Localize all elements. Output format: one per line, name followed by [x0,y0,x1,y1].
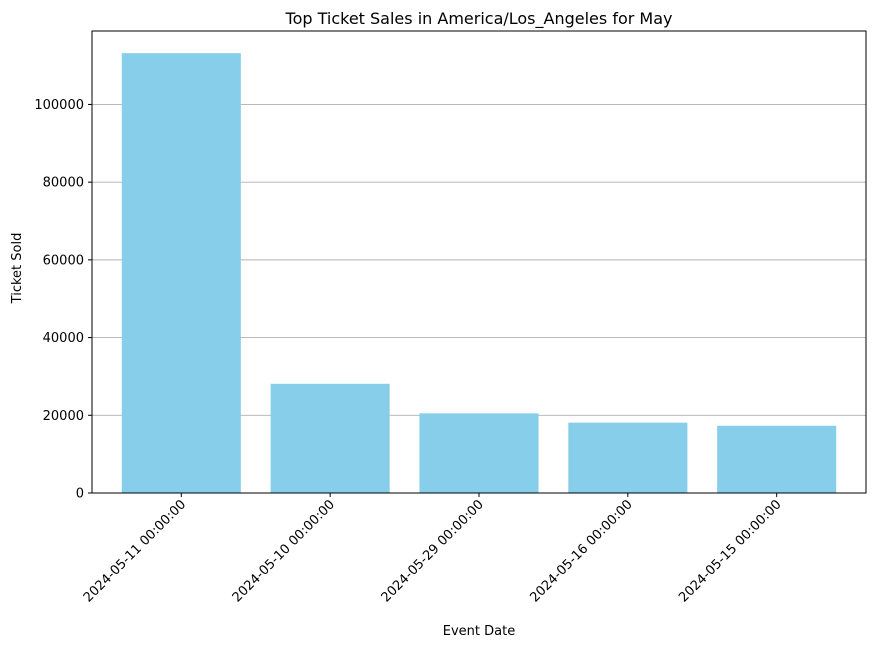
y-tick-label: 20000 [43,409,84,424]
bars [121,53,837,494]
y-tick-label: 100000 [34,98,84,113]
bar [419,413,539,493]
bar [568,422,688,493]
bar [270,383,390,493]
plot-frame [91,30,867,494]
y-axis-label: Ticket Sold [10,233,25,305]
chart-title: Top Ticket Sales in America/Los_Angeles … [285,9,673,29]
x-tick-label: 2024-05-16 00:00:00 [527,497,635,605]
x-tick-label: 2024-05-15 00:00:00 [676,497,784,605]
y-tick-label: 80000 [43,176,84,191]
x-tick-label: 2024-05-29 00:00:00 [379,497,487,605]
bar [121,53,241,494]
x-axis-label: Event Date [443,624,515,639]
y-tick-label: 0 [76,487,84,502]
y-tick-label: 40000 [43,331,84,346]
x-tick-label: 2024-05-10 00:00:00 [230,497,338,605]
bar [717,425,837,493]
x-axis-ticks: 2024-05-11 00:00:00 2024-05-10 00:00:00 20… [81,493,785,605]
y-tick-label: 60000 [43,253,84,268]
y-axis-ticks: 0 20000 40000 60000 80000 100000 [34,98,92,502]
x-tick-label: 2024-05-11 00:00:00 [81,497,189,605]
